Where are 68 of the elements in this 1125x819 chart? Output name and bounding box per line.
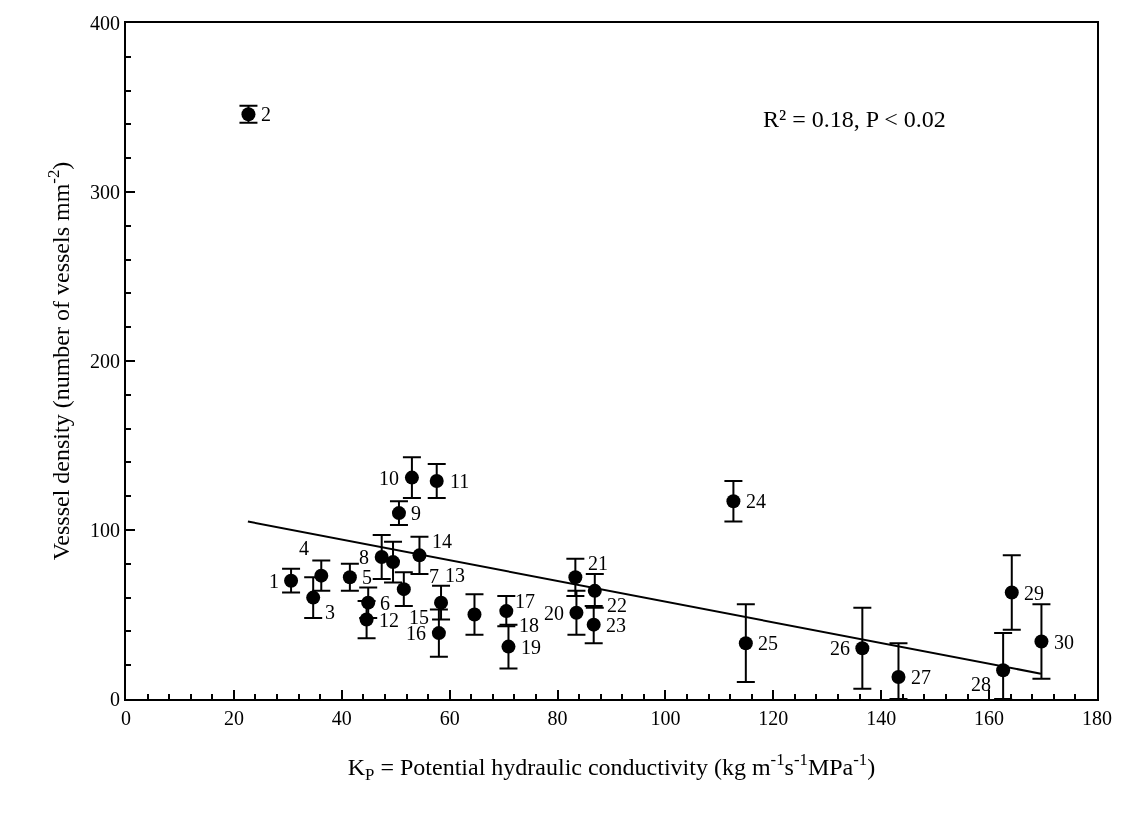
x-tick-label: 180: [1082, 707, 1112, 729]
y-tick-label: 0: [110, 688, 120, 710]
annotation: 4: [299, 537, 309, 559]
annotation: 22: [607, 594, 627, 616]
point: [431, 626, 446, 641]
y-tick-label: 200: [90, 350, 120, 372]
annotation: 14: [432, 530, 452, 552]
point: [342, 570, 357, 585]
point: [855, 641, 870, 656]
point: [568, 570, 583, 585]
x-tick-label: 20: [223, 707, 244, 729]
y-tick-label: 100: [90, 519, 120, 541]
point: [359, 612, 374, 627]
x-tick-label: 100: [650, 707, 681, 729]
annotation: 21: [588, 552, 608, 574]
point: [306, 590, 321, 605]
y-tick-label: 300: [90, 181, 120, 203]
annotation: 5: [362, 566, 372, 588]
point: [891, 670, 906, 685]
annotation: 8: [359, 546, 369, 568]
annotation: 18: [519, 614, 539, 636]
annotation: 10: [379, 467, 399, 489]
point: [404, 470, 419, 485]
annotation: 11: [450, 470, 470, 492]
x-tick-label: 60: [439, 707, 460, 729]
point: [738, 636, 753, 651]
annotation: 19: [521, 636, 541, 658]
x-tick-label: 40: [331, 707, 352, 729]
point: [374, 550, 389, 565]
point: [434, 595, 449, 610]
point: [1004, 585, 1019, 600]
point: [586, 617, 601, 632]
x-tick-label: 140: [866, 707, 897, 729]
x-tick-label: 160: [974, 707, 1005, 729]
text: K$_{P}$ = Potential hydraulic conductivity (kg m$^{-1}$s$^{-1}$MPa$^{-1}$): [347, 749, 876, 784]
point: [361, 595, 376, 610]
x-tick-label: 80: [547, 707, 568, 729]
annotation: 3: [325, 601, 335, 623]
point: [1034, 634, 1049, 649]
point: [314, 568, 329, 583]
y-tick-label: 400: [90, 12, 120, 34]
point: [501, 639, 516, 654]
annotation: 25: [758, 632, 778, 654]
point: [284, 573, 299, 588]
point: [429, 473, 444, 488]
point: [391, 506, 406, 521]
annotation: 7: [429, 565, 439, 587]
point: [386, 555, 401, 570]
annotation: 17: [515, 590, 535, 612]
annotation: 28: [971, 673, 991, 695]
point: [499, 604, 514, 619]
annotation: R² = 0.18, P < 0.02: [763, 106, 946, 132]
annotation: 20: [544, 602, 564, 624]
annotation: 26: [830, 637, 850, 659]
annotation: 13: [445, 564, 465, 586]
point: [467, 607, 482, 622]
annotation: 9: [411, 502, 421, 524]
annotation: 2: [261, 103, 271, 125]
x-tick-label: 120: [758, 707, 789, 729]
point: [726, 494, 741, 509]
annotation: 29: [1024, 582, 1044, 604]
annotation: 24: [746, 490, 766, 512]
annotation: 23: [606, 614, 626, 636]
annotation: 27: [911, 666, 931, 688]
annotation: 1: [269, 570, 279, 592]
annotation: 30: [1054, 631, 1074, 653]
point: [569, 605, 584, 620]
point: [396, 582, 411, 597]
